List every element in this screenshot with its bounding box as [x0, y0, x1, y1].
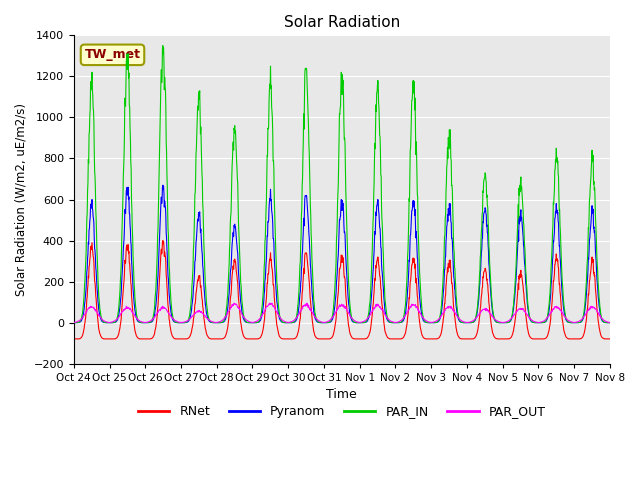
PAR_IN	[159, 43, 166, 48]
PAR_IN	[70, 320, 77, 325]
PAR_OUT	[230, 300, 238, 306]
Pyranom	[496, 320, 504, 325]
Y-axis label: Solar Radiation (W/m2, uE/m2/s): Solar Radiation (W/m2, uE/m2/s)	[15, 103, 28, 296]
Pyranom	[543, 316, 551, 322]
PAR_IN	[250, 320, 257, 325]
PAR_OUT	[189, 312, 197, 318]
PAR_IN	[543, 315, 551, 321]
PAR_OUT	[426, 319, 433, 325]
RNet	[70, 336, 77, 342]
Pyranom	[426, 320, 433, 325]
PAR_IN	[495, 320, 503, 325]
PAR_OUT	[177, 320, 185, 325]
PAR_IN	[499, 320, 507, 325]
PAR_IN	[606, 320, 614, 325]
Text: TW_met: TW_met	[84, 48, 141, 61]
RNet	[250, 336, 257, 342]
Pyranom	[189, 285, 197, 291]
RNet	[189, 316, 197, 322]
PAR_IN	[189, 247, 197, 253]
RNet	[543, 335, 550, 340]
Legend: RNet, Pyranom, PAR_IN, PAR_OUT: RNet, Pyranom, PAR_IN, PAR_OUT	[133, 400, 550, 423]
RNet	[606, 336, 614, 342]
Pyranom	[159, 182, 166, 188]
RNet	[159, 238, 166, 243]
RNet	[495, 336, 503, 342]
Pyranom	[250, 320, 257, 325]
Line: RNet: RNet	[74, 240, 610, 339]
PAR_OUT	[250, 319, 257, 325]
Pyranom	[213, 320, 221, 325]
X-axis label: Time: Time	[326, 388, 357, 401]
PAR_OUT	[70, 320, 77, 325]
PAR_IN	[426, 320, 433, 325]
RNet	[426, 336, 433, 342]
Pyranom	[606, 320, 614, 325]
Line: Pyranom: Pyranom	[74, 185, 610, 323]
Line: PAR_IN: PAR_IN	[74, 46, 610, 323]
PAR_OUT	[543, 315, 551, 321]
Pyranom	[177, 320, 184, 325]
PAR_OUT	[496, 319, 504, 325]
Pyranom	[70, 320, 77, 325]
PAR_IN	[177, 320, 184, 325]
PAR_OUT	[606, 320, 614, 325]
Title: Solar Radiation: Solar Radiation	[284, 15, 400, 30]
RNet	[177, 336, 184, 342]
Line: PAR_OUT: PAR_OUT	[74, 303, 610, 323]
PAR_OUT	[176, 320, 184, 325]
